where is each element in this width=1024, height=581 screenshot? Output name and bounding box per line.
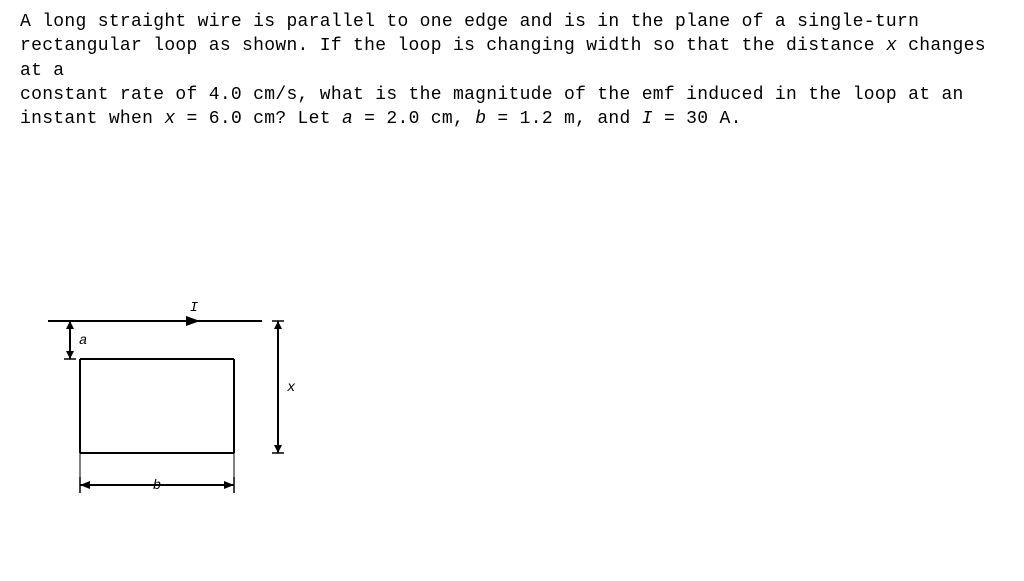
text-part-4: = 2.0 cm, <box>353 109 475 129</box>
text-part-6: = 30 A. <box>653 109 742 129</box>
eq-i: I <box>642 109 653 129</box>
svg-text:x: x <box>286 380 296 396</box>
problem-text: A long straight wire is parallel to one … <box>20 10 1004 131</box>
text-part-3: = 6.0 cm? Let <box>175 109 342 129</box>
eq-x: x <box>164 109 175 129</box>
svg-text:b: b <box>153 478 161 494</box>
eq-b: b <box>475 109 486 129</box>
svg-text:a: a <box>79 333 87 349</box>
text-part-5: = 1.2 m, and <box>486 109 641 129</box>
physics-diagram: Ia x b <box>30 285 330 545</box>
svg-text:I: I <box>190 300 199 316</box>
text-part-1: A long straight wire is parallel to one … <box>20 12 919 56</box>
var-x: x <box>886 36 897 56</box>
eq-a: a <box>342 109 353 129</box>
